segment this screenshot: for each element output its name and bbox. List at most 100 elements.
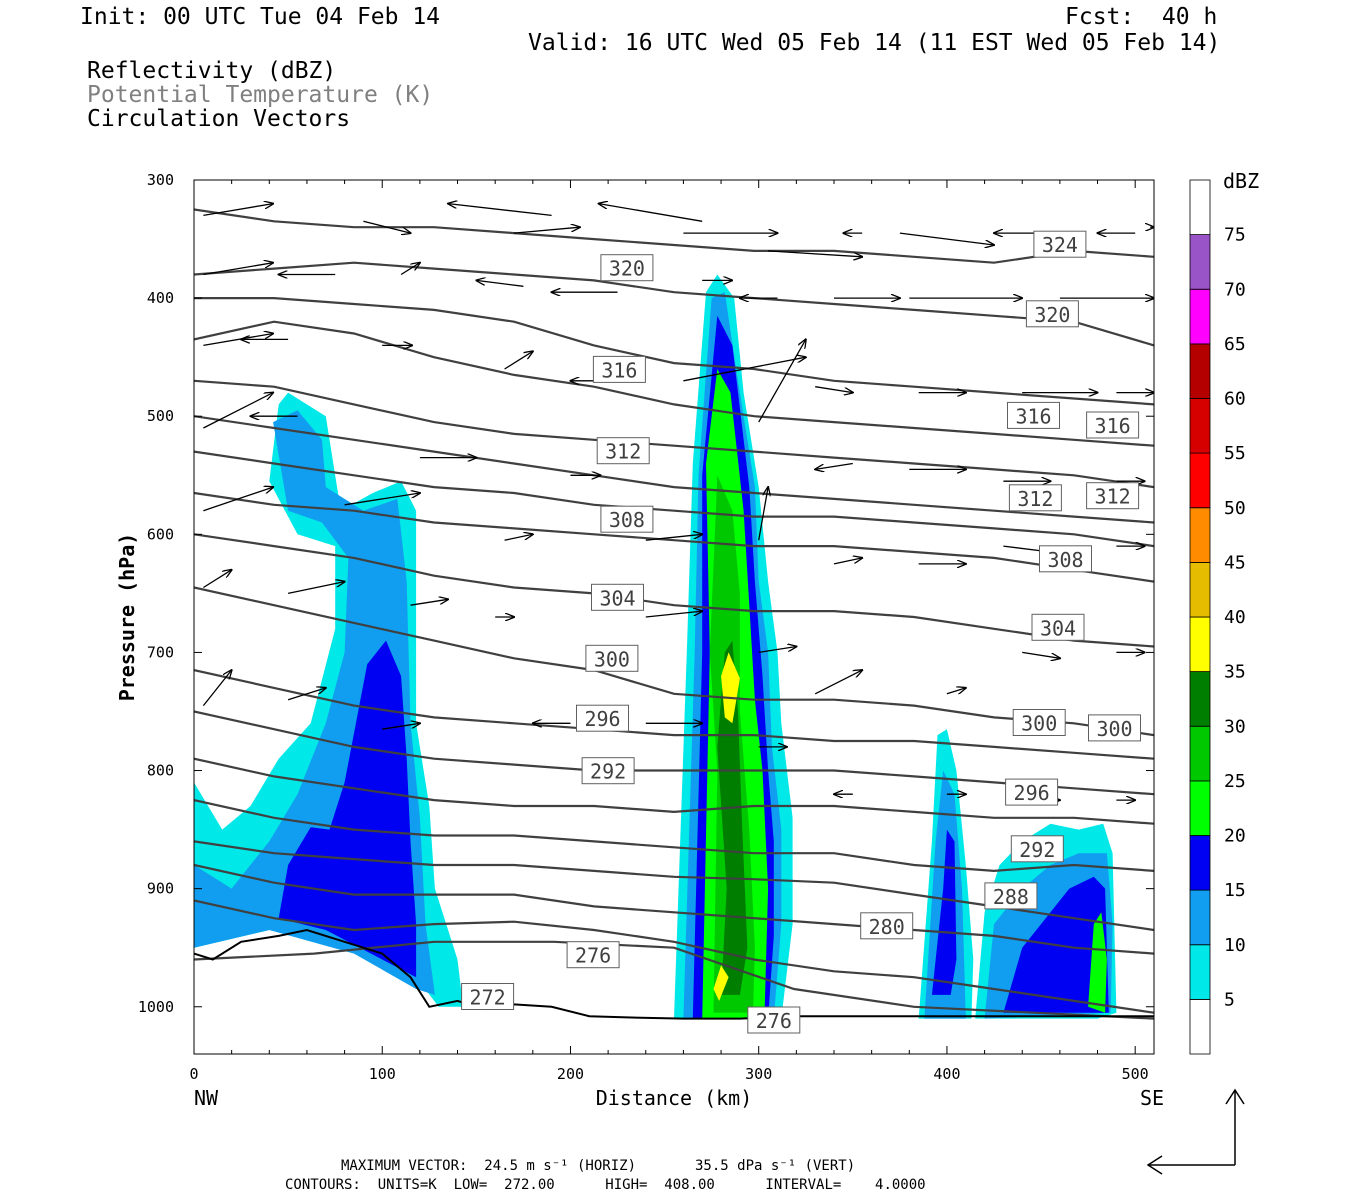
plot-frame [193,179,1155,1055]
circulation-vector-58 [1022,651,1060,658]
colorbar-label-70: 70 [1224,279,1246,300]
colorbar-label-50: 50 [1224,498,1246,519]
x-axis: 0 100 200 300 400 500 [189,180,1149,1083]
theta-contour-288 [194,863,1154,955]
colorbar-swatch-11 [1189,398,1211,454]
x-tick-label-200: 200 [557,1065,584,1083]
circulation-vector-12 [203,263,273,276]
circulation-vector-57 [946,688,966,695]
circulation-vector-54 [645,611,702,618]
svg-text:312: 312 [1095,485,1131,509]
colorbar-swatch-3 [1189,835,1211,891]
theta-contour-316 [194,533,1154,648]
footer-contours: CONTOURS: UNITS=K LOW= 272.00 HIGH= 408.… [285,1177,926,1193]
svg-text:320: 320 [1034,303,1070,327]
theta-contour-332 [194,379,1154,489]
y-tick-label-500: 500 [147,407,174,425]
circulation-vector-14 [400,263,420,276]
x-tick-label-300: 300 [745,1065,772,1083]
colorbar-label-30: 30 [1224,716,1246,737]
reflectivity-region-35dbz-10 [713,965,729,1001]
theta-contour-280 [194,899,1154,1014]
colorbar-swatch-2 [1189,889,1211,946]
theta-contour-304 [194,710,1154,796]
colorbar-label-55: 55 [1224,443,1246,464]
svg-text:308: 308 [609,508,645,532]
circulation-vector-36 [758,339,806,423]
svg-text:320: 320 [609,257,645,281]
circulation-vector-44 [645,534,702,541]
x-tick-label-0: 0 [189,1065,198,1083]
colorbar-label-35: 35 [1224,662,1246,683]
svg-text:304: 304 [1040,616,1076,640]
circulation-vector-60 [202,670,231,707]
field-reflectivity: Reflectivity (dBZ) [87,58,337,84]
contour-label-296-16: 296 [576,704,629,732]
circulation-vector-2 [448,204,552,217]
colorbar-label-40: 40 [1224,607,1246,628]
svg-text:300: 300 [1021,712,1057,736]
x-end-label-left: NW [194,1086,219,1110]
x-end-label-right: SE [1140,1086,1164,1110]
contour-label-288-20: 288 [984,882,1038,910]
theta-contour-348 [194,208,1154,264]
svg-text:312: 312 [605,440,641,464]
y-tick-label-700: 700 [147,643,174,661]
theta-contour-312 [194,586,1154,737]
init-time: Init: 00 UTC Tue 04 Feb 14 [80,4,441,30]
svg-text:280: 280 [869,915,905,939]
contour-label-300-13: 300 [585,644,639,672]
reflectivity-region-30dbz-8 [717,640,748,995]
contour-label-272-23: 272 [461,983,515,1010]
theta-contour-328 [194,415,1154,524]
reflectivity-region-15dbz-13 [931,829,957,995]
svg-text:300: 300 [1096,717,1132,741]
colorbar-label-65: 65 [1224,334,1246,355]
theta-contour-296 [194,799,1154,873]
svg-text:272: 272 [470,986,506,1010]
colorbar-label-25: 25 [1224,771,1246,792]
contour-label-300-14: 300 [1012,709,1066,736]
circulation-vector-51 [287,582,345,595]
circulation-vector-61 [287,688,326,701]
colorbar-swatch-8 [1189,562,1211,618]
reflectivity-region-20dbz-17 [1088,912,1107,1013]
contour-label-308-9: 308 [600,505,654,533]
x-tick-label-500: 500 [1122,1065,1149,1083]
reflectivity-region-35dbz-9 [721,652,740,724]
contour-label-304-12: 304 [1031,613,1085,641]
footer-max-vector: MAXIMUM VECTOR: 24.5 m s⁻¹ (HORIZ) 35.5 … [341,1158,856,1174]
circulation-vector-45 [758,487,768,541]
circulation-vector-8 [899,232,994,245]
svg-text:288: 288 [993,885,1029,909]
contour-label-280-21: 280 [860,912,914,940]
colorbar-swatch-1 [1189,944,1211,1000]
contour-label-292-18: 292 [581,757,635,785]
contour-label-308-10: 308 [1039,545,1092,573]
contour-label-312-7: 312 [1008,484,1062,512]
circulation-vector-4 [599,204,703,222]
circulation-vector-41 [203,487,273,512]
svg-text:324: 324 [1042,233,1078,257]
colorbar: 5 10 15 20 25 30 35 40 45 50 55 60 65 70 75 [1189,179,1246,1055]
y-tick-label-400: 400 [147,289,174,307]
valid-time: Valid: 16 UTC Wed 05 Feb 14 (11 EST Wed … [528,30,1221,56]
circulation-vector-56 [814,670,862,695]
y-tick-label-600: 600 [147,525,174,543]
theta-contour-308 [194,669,1154,760]
circulation-vector-42 [344,493,420,506]
theta-contour-340 [194,297,1154,406]
svg-text:296: 296 [584,707,620,731]
circulation-vector-32 [203,393,273,429]
forecast-hour: Fcst: 40 h [1065,4,1218,30]
contour-label-300-15: 300 [1088,714,1141,742]
contour-label-296-17: 296 [1005,778,1059,806]
contour-label-324-0: 324 [1033,230,1087,258]
reference-vector-icon [1146,1088,1245,1175]
colorbar-label-60: 60 [1224,389,1246,410]
y-tick-label-300: 300 [147,171,174,189]
x-tick-label-400: 400 [933,1065,960,1083]
field-potential-temperature: Potential Temperature (K) [87,82,434,108]
field-circulation-vectors: Circulation Vectors [87,106,351,132]
